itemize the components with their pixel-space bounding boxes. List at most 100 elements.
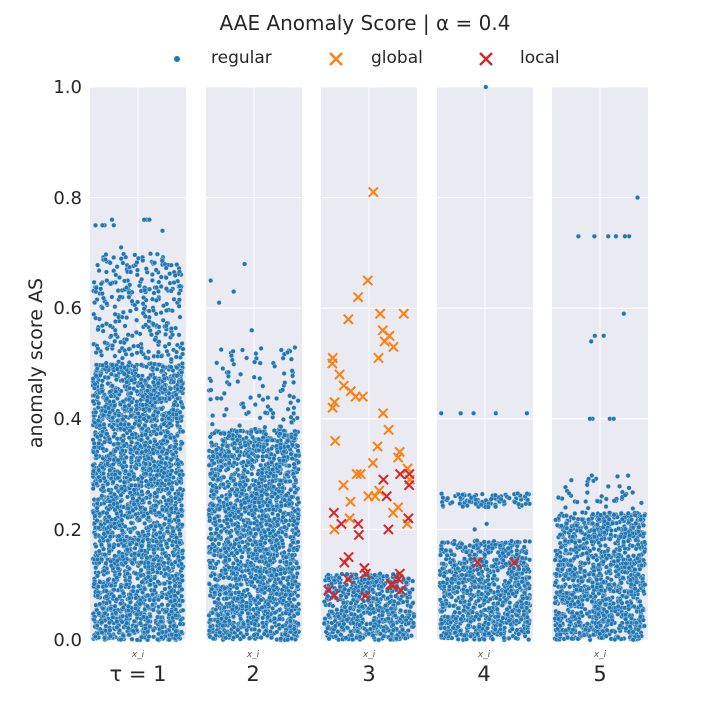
regular-point [127, 295, 132, 300]
regular-point [151, 608, 156, 613]
regular-point [136, 477, 141, 482]
regular-point [266, 395, 271, 400]
regular-point [236, 515, 241, 520]
regular-point [92, 300, 97, 305]
regular-point [168, 436, 173, 441]
regular-point [100, 620, 105, 625]
regular-point [96, 346, 101, 351]
regular-point [258, 542, 263, 547]
regular-point [136, 411, 141, 416]
regular-point [113, 304, 118, 309]
regular-point [281, 515, 286, 520]
regular-point [159, 407, 164, 412]
regular-point [224, 596, 229, 601]
regular-point [286, 439, 291, 444]
regular-point [177, 479, 182, 484]
y-axis-label: anomaly score AS [25, 278, 47, 448]
regular-point [137, 284, 142, 289]
regular-point [275, 450, 280, 455]
regular-point [257, 500, 262, 505]
regular-point [173, 273, 178, 278]
regular-point [272, 364, 277, 369]
regular-point [142, 514, 147, 519]
regular-point [210, 611, 215, 616]
regular-point [117, 275, 122, 280]
regular-point [172, 403, 177, 408]
regular-point [269, 635, 274, 640]
regular-point [268, 538, 273, 543]
regular-point [106, 578, 111, 583]
regular-point [240, 475, 245, 480]
regular-point [288, 561, 293, 566]
regular-point [274, 538, 279, 543]
regular-point [151, 322, 156, 327]
regular-point [151, 547, 156, 552]
regular-point [105, 397, 110, 402]
regular-point [107, 544, 112, 549]
regular-point [109, 559, 114, 564]
regular-point [120, 554, 125, 559]
regular-point [116, 441, 121, 446]
regular-point [99, 433, 104, 438]
regular-point [267, 596, 272, 601]
regular-point [149, 524, 154, 529]
regular-point [260, 605, 265, 610]
regular-point [108, 410, 113, 415]
regular-point [164, 572, 169, 577]
regular-point [147, 500, 152, 505]
regular-point [93, 634, 98, 639]
regular-point [283, 592, 288, 597]
regular-point [296, 611, 301, 616]
regular-point [260, 536, 265, 541]
regular-point [96, 405, 101, 410]
legend-marker-regular [174, 56, 180, 62]
regular-point [125, 571, 130, 576]
regular-point [288, 479, 293, 484]
regular-point [135, 273, 140, 278]
regular-point [146, 593, 151, 598]
regular-point [91, 450, 96, 455]
regular-point [146, 544, 151, 549]
regular-point [167, 411, 172, 416]
regular-point [207, 508, 212, 513]
regular-point [258, 416, 263, 421]
regular-point [139, 548, 144, 553]
regular-point [159, 543, 164, 548]
regular-point [164, 286, 169, 291]
regular-point [296, 460, 301, 465]
regular-point [212, 461, 217, 466]
regular-point [279, 567, 284, 572]
regular-point [253, 576, 258, 581]
regular-point [166, 498, 171, 503]
regular-point [93, 533, 98, 538]
regular-point [276, 530, 281, 535]
regular-point [116, 476, 121, 481]
regular-point [154, 432, 159, 437]
regular-point [152, 558, 157, 563]
regular-point [174, 633, 179, 638]
regular-point [116, 458, 121, 463]
regular-point [119, 499, 124, 504]
regular-point [180, 523, 185, 528]
regular-point [127, 290, 132, 295]
regular-point [225, 612, 230, 617]
regular-point [212, 553, 217, 558]
regular-point [157, 280, 162, 285]
regular-point [167, 271, 172, 276]
regular-point [259, 346, 264, 351]
regular-point [208, 565, 213, 570]
regular-point [169, 263, 174, 268]
regular-point [126, 608, 131, 613]
regular-point [124, 380, 129, 385]
regular-point [157, 340, 162, 345]
regular-point [152, 576, 157, 581]
regular-point [140, 580, 145, 585]
regular-point [140, 544, 145, 549]
regular-point [236, 379, 241, 384]
regular-point [231, 571, 236, 576]
regular-point [296, 444, 301, 449]
regular-point [269, 460, 274, 465]
regular-point [221, 623, 226, 628]
regular-point [226, 540, 231, 545]
regular-point [227, 619, 232, 624]
